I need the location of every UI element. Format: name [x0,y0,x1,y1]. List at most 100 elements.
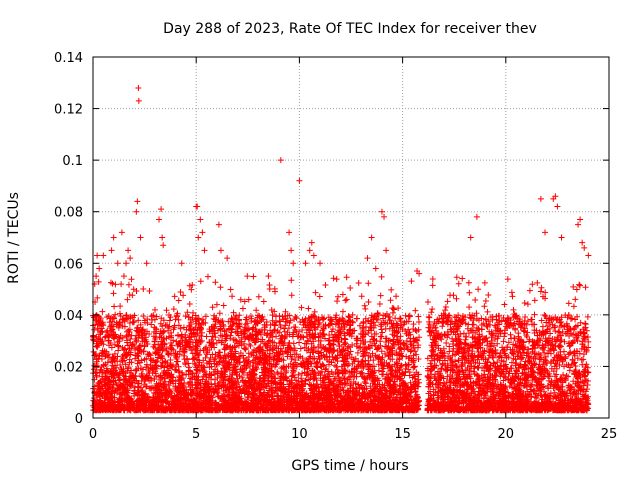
data-point [412,307,419,314]
data-point [407,379,414,386]
data-point [203,333,210,340]
data-point [220,302,227,309]
data-point [217,284,224,291]
data-point [227,286,234,293]
data-point [378,273,385,280]
data-point [109,280,116,287]
data-points [90,84,592,414]
data-point [295,371,302,378]
data-point [362,305,369,312]
data-point [182,331,189,338]
data-point [393,293,400,300]
data-point [410,321,417,328]
data-point [390,305,397,312]
data-point [170,306,177,313]
data-point [134,383,141,390]
data-point [408,278,415,285]
data-point [334,298,341,305]
data-point [193,385,200,392]
data-point [347,285,354,292]
data-point [202,313,209,320]
data-point [204,273,211,280]
data-point [166,317,173,324]
data-point [118,281,125,288]
data-point [151,306,158,313]
data-point [244,273,251,280]
data-point [355,280,362,287]
data-point [112,311,119,318]
data-point [148,321,155,328]
data-point [370,357,377,364]
data-point [186,300,193,307]
chart-title: Day 288 of 2023, Rate Of TEC Index for r… [163,21,537,37]
data-point [233,337,240,344]
data-point [117,303,124,310]
data-point [239,305,246,312]
data-point [415,313,422,320]
data-point [411,363,418,370]
data-point [403,338,410,345]
data-point [125,281,132,288]
data-point [255,293,262,300]
data-point [281,328,288,335]
data-point [197,278,204,285]
data-point [378,326,385,333]
data-point [250,273,257,280]
data-point [333,276,340,283]
data-point [268,367,275,374]
data-point [288,292,295,299]
data-point [379,329,386,336]
data-point [354,315,361,322]
y-axis-label: ROTI / TECUs [6,192,22,284]
data-point [165,382,172,389]
data-point [365,280,372,287]
data-point [146,288,153,295]
data-point [285,325,292,332]
data-point [111,303,118,310]
data-point [220,323,227,330]
data-point [377,292,384,299]
data-point [297,345,304,352]
data-point [213,301,220,308]
data-point [165,324,172,331]
data-point [358,293,365,300]
data-point [188,286,195,293]
data-point [125,327,132,334]
data-point [361,302,368,309]
data-point [110,290,117,297]
data-point [264,330,271,337]
data-point [175,297,182,304]
data-point [140,313,147,320]
data-point [237,296,244,303]
data-point [342,297,349,304]
data-point [160,328,167,335]
data-point [242,346,249,353]
data-point [343,274,350,281]
data-point [388,286,395,293]
data-point [339,308,346,315]
data-point [266,286,273,293]
data-point [216,310,223,317]
data-point [312,289,319,296]
data-point [298,304,305,311]
data-point [171,293,178,300]
data-point [212,279,219,286]
data-point [163,345,170,352]
data-point [365,299,372,306]
data-point [343,296,350,303]
data-point [128,276,135,283]
data-point [316,293,323,300]
data-point [320,330,327,337]
data-point [177,325,184,332]
data-point [305,305,312,312]
data-point [173,313,180,320]
data-point [208,343,215,350]
data-point [333,363,340,370]
data-point [387,297,394,304]
data-point [274,328,281,335]
data-point [229,293,236,300]
data-point [239,374,246,381]
data-point [200,347,207,354]
data-point [260,298,267,305]
